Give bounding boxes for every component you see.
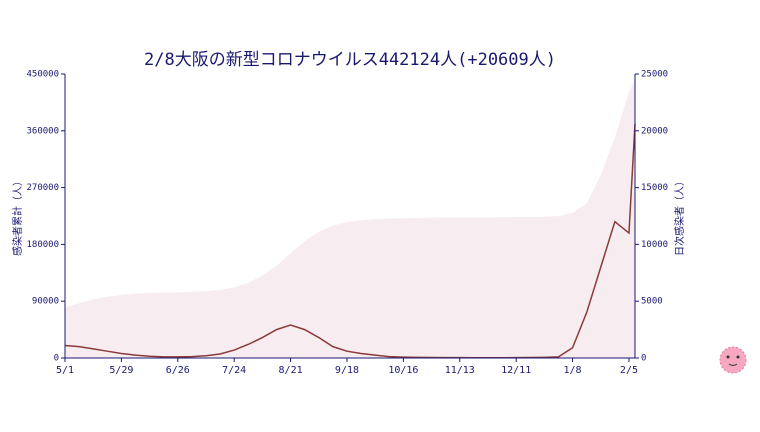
mascot-icon xyxy=(719,346,747,374)
x-tick-label: 11/13 xyxy=(445,365,475,376)
y-tick-label: 450000 xyxy=(26,70,59,80)
line xyxy=(64,123,636,359)
x-tick-label: 9/18 xyxy=(335,365,359,376)
y2-tick-label: 10000 xyxy=(641,240,668,250)
y-tick-label: 360000 xyxy=(26,126,59,136)
x-tick-label: 5/29 xyxy=(109,365,133,376)
y2-tick-label: 0 xyxy=(641,354,646,364)
y2-tick-label: 20000 xyxy=(641,126,668,136)
y-tick-label: 270000 xyxy=(26,183,59,193)
y-tick-label: 90000 xyxy=(32,297,59,307)
x-tick-label: 10/16 xyxy=(388,365,418,376)
y2-tick-label: 25000 xyxy=(641,70,668,80)
y2-tick-label: 5000 xyxy=(641,297,663,307)
x-tick-label: 5/1 xyxy=(56,365,74,376)
chart-title: 2/8大阪の新型コロナウイルス442124人(+20609人) xyxy=(144,50,556,70)
x-tick-label: 2/5 xyxy=(620,365,638,376)
x-tick-label: 12/11 xyxy=(501,365,531,376)
y-tick-label: 180000 xyxy=(26,240,59,250)
x-tick-label: 8/21 xyxy=(279,365,303,376)
x-tick-label: 1/8 xyxy=(564,365,582,376)
y-tick-label: 0 xyxy=(54,354,59,364)
area xyxy=(65,78,635,358)
y2-axis-label: 日次感染者（人） xyxy=(673,176,686,256)
y2-tick-label: 15000 xyxy=(641,183,668,193)
y-axis-label: 感染者累計（人） xyxy=(11,176,24,256)
x-tick-label: 6/26 xyxy=(166,365,190,376)
x-tick-label: 7/24 xyxy=(222,365,246,376)
